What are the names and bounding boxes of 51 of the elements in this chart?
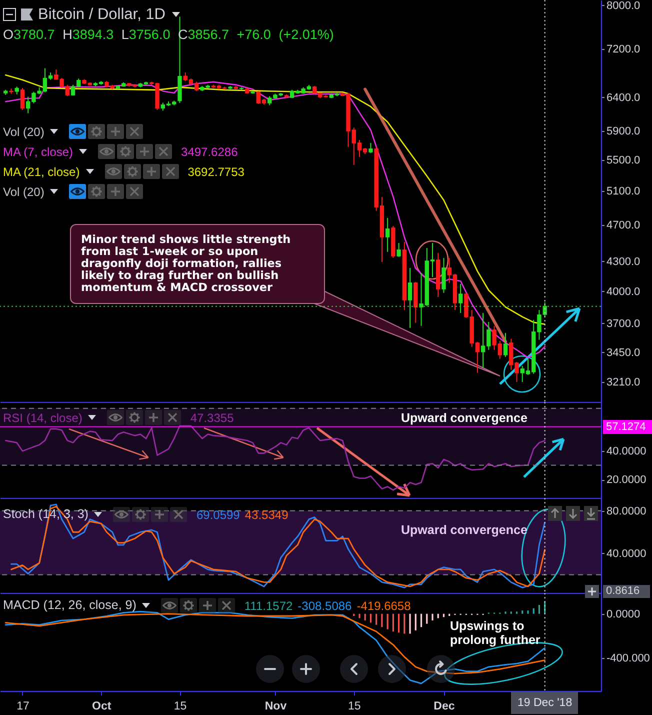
annotation: 47.3355 bbox=[190, 410, 234, 424]
x-tick-label: Dec bbox=[434, 700, 456, 712]
y-tick-label: 40.0000 bbox=[606, 548, 646, 560]
candlestick bbox=[503, 332, 508, 358]
annotation: 3692.7753 bbox=[188, 164, 244, 178]
annotation: 111.1572 bbox=[244, 598, 293, 612]
y-tick-label: 4700.0 bbox=[606, 219, 640, 232]
y-tick-label: 4300.0 bbox=[606, 256, 640, 268]
annotation: 43.5349 bbox=[244, 508, 288, 522]
y-tick-label: 0.0000 bbox=[606, 608, 640, 620]
y-tick-label: 20.0000 bbox=[606, 474, 646, 486]
candlestick bbox=[442, 257, 446, 294]
candlestick bbox=[385, 217, 390, 252]
y-tick-label: -400.000 bbox=[606, 652, 650, 665]
annotation: Minor trend shows little strength from last 1-week or so upon dragonfly doji formation, rallies likely to drag further on bullish momentum & MACD crossover bbox=[81, 233, 292, 294]
annotation: Upward convergence bbox=[401, 411, 528, 425]
x-tick-label: Nov bbox=[264, 700, 288, 712]
annotation: Vol (20) bbox=[3, 184, 44, 198]
annotation: 3497.6286 bbox=[181, 144, 238, 158]
y-tick-label: 5100.0 bbox=[606, 186, 640, 198]
y-tick-label: 8000.0 bbox=[606, 0, 640, 12]
y-tick-label: 3700.0 bbox=[606, 318, 640, 330]
y-tick-label: 3450.0 bbox=[606, 346, 640, 359]
x-tick-label: 15 bbox=[174, 700, 187, 712]
x-tick-label: 17 bbox=[16, 700, 30, 712]
annotation: Upward convergence bbox=[401, 523, 528, 537]
annotation: Vol (20) bbox=[3, 124, 44, 138]
y-tick-label: 5500.0 bbox=[606, 154, 640, 166]
series-label: RSI (14, close) bbox=[3, 410, 82, 424]
y-tick-label: 5900.0 bbox=[606, 126, 640, 138]
y-tick-label: 7200.0 bbox=[606, 43, 640, 56]
annotation: 69.0599 bbox=[196, 508, 240, 522]
y-tick-label: 40.0000 bbox=[606, 446, 646, 458]
y-tick-label: 3210.0 bbox=[606, 376, 640, 388]
text: MA (21, close) bbox=[3, 164, 80, 178]
chart-title: MACD (12, 26, close, 9) bbox=[3, 598, 136, 613]
candlestick bbox=[396, 242, 401, 258]
x-tick-label: Oct bbox=[92, 700, 112, 712]
candlestick bbox=[458, 283, 463, 314]
y-tick-label: 80.0000 bbox=[606, 505, 646, 518]
candlestick bbox=[20, 87, 25, 110]
chart-title: Bitcoin / Dollar, 1D bbox=[38, 5, 166, 24]
candlestick bbox=[368, 142, 373, 154]
annotation: -419.6658 bbox=[356, 598, 411, 612]
x-tick-label: 15 bbox=[348, 700, 361, 712]
y-tick-label: 6400.0 bbox=[606, 92, 640, 104]
annotation: Upswings to prolong further bbox=[450, 619, 542, 647]
annotation: -308.5086 bbox=[298, 598, 352, 612]
text: MA (7, close) bbox=[3, 144, 74, 158]
y-tick-label: 4000.0 bbox=[606, 286, 640, 298]
candlestick bbox=[408, 267, 412, 328]
